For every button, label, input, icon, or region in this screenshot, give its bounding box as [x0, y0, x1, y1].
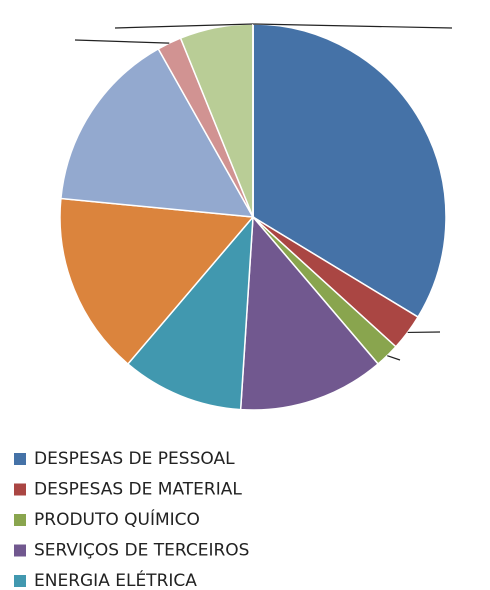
pie-slice — [59, 197, 255, 366]
legend-swatch — [14, 575, 26, 587]
legend-swatch — [14, 514, 26, 526]
leader-line — [252, 23, 453, 29]
legend-swatch — [14, 483, 26, 496]
legend-label: DESPESAS DE MATERIAL — [34, 480, 242, 500]
legend-swatch — [14, 544, 26, 557]
leader-line — [74, 39, 170, 44]
legend-label: PRODUTO QUÍMICO — [34, 508, 200, 530]
pie-slice — [239, 215, 380, 411]
legend-label: ENERGIA ELÉTRICA — [34, 569, 197, 590]
pie-slice — [60, 47, 255, 218]
legend-label: SERVIÇOS DE TERCEIROS — [34, 541, 249, 561]
legend-swatch — [14, 453, 26, 465]
leader-line — [387, 355, 401, 361]
leader-line — [114, 23, 254, 29]
legend-label: DESPESAS DE PESSOAL — [34, 449, 235, 469]
pie-slice — [252, 23, 447, 319]
pie-slice — [126, 214, 254, 411]
